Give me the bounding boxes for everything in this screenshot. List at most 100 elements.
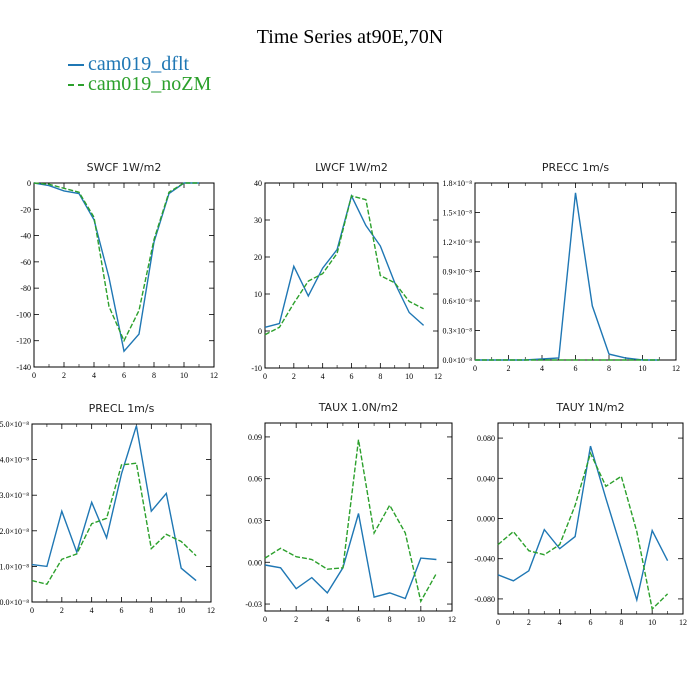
x-tick-label: 12 [448,615,456,624]
x-tick-label: 0 [473,364,477,373]
chart-panel-5: TAUY 1N/m2 0 2 4 6 8 10 12 -0.080 -0.040 0.000 0.04… [474,401,687,627]
y-tick-label: 0 [27,179,31,188]
plot-frame [31,423,212,603]
series-line-nozm [31,462,197,586]
chart-title: SWCF 1W/m2 [87,161,162,174]
y-tick-label: 0.03 [248,516,262,525]
y-tick-label: 0.000 [477,515,495,524]
series-line-nozm [264,195,424,336]
chart-title: TAUX 1.0N/m2 [318,401,399,414]
x-tick-label: 2 [527,618,531,627]
series-line-dflt [264,193,425,328]
y-tick-label: -40 [20,232,31,241]
x-tick-label: 12 [672,364,680,373]
x-tick-label: 12 [679,618,687,627]
x-tick-label: 8 [378,372,382,381]
x-tick-label: 8 [607,364,611,373]
x-tick-label: 10 [417,615,425,624]
legend-swatch-nozm [68,84,84,87]
x-tick-label: 10 [648,618,656,627]
x-tick-label: 6 [350,372,354,381]
series-line-nozm [264,439,438,604]
series-line-dflt [475,192,660,361]
x-tick-label: 8 [149,606,153,615]
x-tick-label: 4 [92,371,96,380]
page-title: Time Series at90E,70N [256,26,444,48]
x-tick-label: 2 [62,371,66,380]
y-tick-label: -100 [16,310,31,319]
series-line-dflt [264,513,437,600]
x-tick-label: 6 [574,364,578,373]
y-tick-label: -10 [251,364,262,373]
chart-panel-2: PRECC 1m/s 0 2 4 6 8 10 12 0.0×10⁻⁸ 0.3×10⁻⁸ 0.6×1… [442,161,680,373]
x-tick-label: 2 [292,372,296,381]
x-tick-label: 2 [294,615,298,624]
x-tick-label: 4 [90,606,94,615]
y-tick-label: 0.040 [477,474,495,483]
y-tick-label: 10 [254,290,262,299]
y-tick-label: -60 [20,258,31,267]
x-tick-label: 4 [325,615,329,624]
x-tick-label: 0 [30,606,34,615]
x-tick-label: 10 [177,606,185,615]
x-tick-label: 12 [434,372,442,381]
y-tick-label: -120 [16,337,31,346]
chart-panel-0: SWCF 1W/m2 0 2 4 6 8 10 12 -140 -120 -100 -80 -60 -40… [16,161,218,380]
y-tick-label: -80 [20,284,31,293]
y-tick-label: 20 [254,253,262,262]
chart-title: PRECC 1m/s [542,161,610,174]
legend-item-nozm: cam019_noZM [68,73,211,96]
x-tick-label: 6 [589,618,593,627]
chart-panel-4: TAUX 1.0N/m2 0 2 4 6 8 10 12 -0.03 0.00 0.03 0.06 0.… [245,401,456,624]
x-tick-label: 8 [388,615,392,624]
chart-panel-3: PRECL 1m/s 0 2 4 6 8 10 12 0.0×10⁻⁸ 1.0×10⁻⁸ 2.0×1… [0,402,215,615]
y-tick-label: 0.9×10⁻⁸ [442,268,472,277]
x-tick-label: 10 [405,372,413,381]
y-tick-label: 1.2×10⁻⁸ [442,238,472,247]
legend-label-dflt: cam019_dflt [88,53,190,75]
series-line-dflt [497,445,669,603]
y-tick-label: -140 [16,363,31,372]
x-tick-label: 2 [60,606,64,615]
y-tick-label: 0.3×10⁻⁸ [442,327,472,336]
x-tick-label: 0 [496,618,500,627]
y-tick-label: 2.0×10⁻⁸ [0,527,29,536]
x-tick-label: 0 [263,615,267,624]
y-tick-label: 0.0×10⁻⁸ [0,598,29,607]
y-tick-label: 0.6×10⁻⁸ [442,297,472,306]
x-tick-label: 4 [321,372,325,381]
x-tick-label: 4 [540,364,544,373]
x-tick-label: 10 [639,364,647,373]
y-tick-label: 0.09 [248,433,262,442]
x-tick-label: 8 [619,618,623,627]
series-line-dflt [33,182,199,353]
legend-item-dflt: cam019_dflt [68,53,189,76]
x-tick-label: 10 [180,371,188,380]
y-tick-label: 1.0×10⁻⁸ [0,562,29,571]
y-tick-label: 5.0×10⁻⁸ [0,420,29,429]
y-tick-label: -0.040 [474,555,495,564]
x-tick-label: 12 [210,371,218,380]
y-tick-label: 30 [254,216,262,225]
y-tick-label: 0.00 [248,558,262,567]
y-tick-label: 0 [258,327,262,336]
x-tick-label: 12 [207,606,215,615]
chart-title: TAUY 1N/m2 [555,401,624,414]
y-tick-label: 4.0×10⁻⁸ [0,456,29,465]
y-tick-label: 1.5×10⁻⁸ [442,209,472,218]
chart-title: PRECL 1m/s [89,402,155,415]
x-tick-label: 0 [263,372,267,381]
x-tick-label: 2 [507,364,511,373]
series-line-dflt [31,425,197,582]
y-tick-label: 0.080 [477,434,495,443]
series-line-nozm [497,451,669,611]
x-tick-label: 6 [122,371,126,380]
x-tick-label: 8 [152,371,156,380]
y-tick-label: 1.8×10⁻⁸ [442,179,472,188]
plot-frame [474,182,677,361]
x-tick-label: 6 [357,615,361,624]
legend-label-nozm: cam019_noZM [88,73,212,95]
x-tick-label: 0 [32,371,36,380]
